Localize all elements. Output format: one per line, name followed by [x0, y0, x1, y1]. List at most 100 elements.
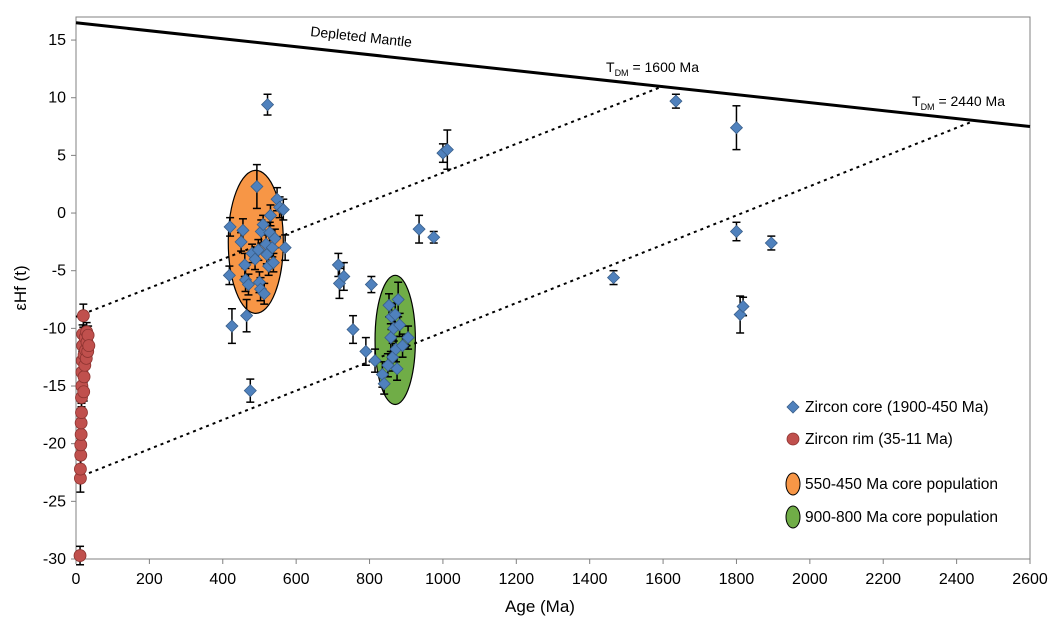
x-tick-label: 200 — [136, 571, 163, 588]
y-tick-label: -15 — [43, 378, 66, 395]
core-point — [377, 377, 391, 391]
y-tick-label: -20 — [43, 436, 66, 453]
rim-point — [75, 406, 88, 419]
core-point — [223, 220, 237, 234]
core-point — [395, 339, 410, 353]
core-point — [364, 277, 378, 292]
core-point — [276, 203, 290, 217]
x-tick-label: 400 — [209, 571, 236, 588]
core-point — [234, 235, 248, 249]
y-axis-ticks: 15 10 5 0 -5 -10 -15 -20 -25 -30 — [43, 32, 76, 568]
core-point — [729, 121, 744, 135]
core-point — [669, 94, 683, 108]
core-point — [388, 307, 402, 322]
legend-label: 550-450 Ma core population — [805, 476, 998, 493]
core-point — [268, 231, 282, 245]
x-axis-ticks: 0 200 400 600 800 1000 1200 1400 1600 1800 2000 220… — [72, 559, 1048, 588]
core-point — [236, 223, 250, 237]
tdm-value: = 2440 Ma — [935, 93, 1006, 109]
y-tick-label: -25 — [43, 493, 66, 510]
core-point — [238, 258, 252, 272]
core-point — [391, 292, 405, 307]
tdm-1600-line — [75, 85, 664, 318]
tdm-value: = 1600 Ma — [629, 59, 700, 75]
rim-point — [74, 428, 88, 441]
core-point — [337, 269, 351, 284]
core-point — [250, 179, 264, 194]
rim-point — [82, 339, 96, 353]
core-point — [381, 358, 395, 372]
core-point — [243, 384, 257, 398]
core-point — [368, 354, 382, 368]
x-tick-label: 0 — [72, 571, 81, 588]
y-axis-title: εHf (t) — [11, 265, 30, 310]
y-tick-label: 5 — [57, 147, 66, 164]
reference-lines-layer — [75, 21, 1031, 480]
core-point — [401, 331, 415, 345]
rim-point — [73, 549, 87, 562]
core-point — [257, 287, 271, 301]
y-tick-label: -30 — [43, 551, 66, 568]
core-point — [412, 222, 426, 236]
x-tick-label: 1400 — [572, 571, 608, 588]
legend: Zircon core (1900-450 Ma) Zircon rim (35-… — [785, 399, 998, 529]
core-point — [390, 362, 404, 376]
legend-ellipse-symbol — [785, 505, 801, 529]
tdm-main: T — [606, 59, 615, 75]
y-tick-label: -5 — [52, 263, 66, 280]
tdm-main: T — [912, 93, 921, 109]
core-point — [729, 224, 744, 239]
x-tick-label: 600 — [283, 571, 310, 588]
core-point — [393, 318, 407, 332]
tdm-1600-label: TDM = 1600 Ma — [606, 59, 699, 78]
x-tick-label: 1800 — [719, 571, 755, 588]
y-tick-label: 0 — [57, 205, 66, 222]
x-tick-label: 1000 — [425, 571, 461, 588]
tdm-subscript: DM — [921, 102, 935, 112]
x-tick-label: 1200 — [499, 571, 535, 588]
core-point — [225, 319, 239, 333]
tdm-subscript: DM — [615, 68, 629, 78]
rim-point — [77, 370, 91, 384]
core-point — [764, 236, 778, 250]
rim-point — [74, 462, 87, 476]
core-point — [263, 208, 278, 222]
core-point — [359, 344, 373, 358]
core-point — [241, 277, 256, 292]
core-point — [260, 98, 275, 112]
rim-point — [76, 309, 90, 323]
core-point — [265, 241, 279, 255]
core-point — [222, 268, 236, 282]
core-point — [278, 241, 292, 255]
core-point — [240, 309, 254, 323]
x-tick-label: 1600 — [645, 571, 681, 588]
legend-ellipse-symbol — [785, 472, 801, 496]
legend-label: Zircon core (1900-450 Ma) — [805, 399, 989, 416]
rim-point — [77, 385, 91, 399]
core-point — [256, 218, 270, 232]
core-point — [427, 230, 441, 244]
core-point — [440, 143, 454, 157]
y-tick-label: 10 — [48, 90, 66, 107]
x-tick-label: 800 — [356, 571, 383, 588]
core-point — [331, 258, 345, 272]
core-point — [266, 256, 280, 270]
legend-label: 900-800 Ma core population — [805, 509, 998, 526]
core-point — [382, 298, 396, 312]
x-axis-title: Age (Ma) — [505, 597, 575, 616]
x-tick-label: 2200 — [865, 571, 901, 588]
x-tick-label: 2000 — [792, 571, 828, 588]
x-tick-label: 2600 — [1012, 571, 1048, 588]
core-point — [346, 322, 360, 337]
tdm-2440-label: TDM = 2440 Ma — [912, 93, 1005, 112]
y-tick-label: -10 — [43, 320, 66, 337]
core-point — [606, 271, 621, 285]
x-tick-label: 2400 — [939, 571, 975, 588]
core-point — [736, 299, 750, 314]
data-points-layer — [73, 93, 778, 566]
legend-label: Zircon rim (35-11 Ma) — [805, 431, 953, 448]
legend-diamond-symbol — [786, 400, 800, 414]
depleted-mantle-line — [75, 21, 1031, 129]
y-tick-label: 15 — [48, 32, 66, 49]
